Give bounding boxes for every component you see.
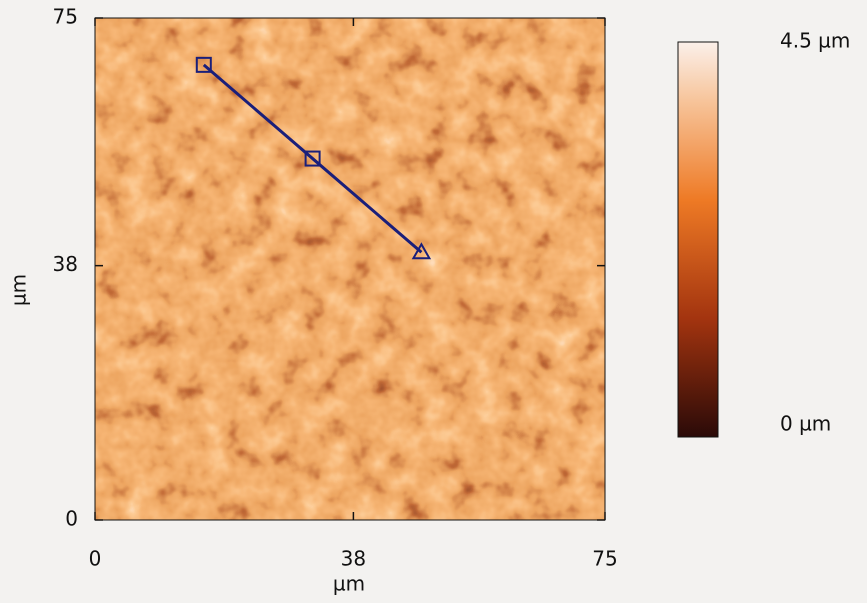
x-tick-label: 0	[89, 547, 102, 571]
y-tick-label: 0	[65, 507, 78, 531]
y-axis-label: µm	[7, 274, 31, 306]
profile-marker	[304, 150, 321, 167]
colorbar	[677, 41, 719, 438]
afm-image	[95, 18, 605, 520]
y-tick-label: 38	[53, 252, 78, 276]
x-axis-label: µm	[333, 572, 365, 596]
plot-frame	[94, 17, 606, 521]
colorbar-label: 4.5 µm	[780, 29, 850, 53]
profile-line	[202, 63, 423, 254]
y-tick-label: 75	[53, 5, 78, 29]
colorbar-label: 0 µm	[780, 412, 831, 436]
profile-marker	[195, 56, 212, 73]
x-tick-label: 75	[592, 547, 617, 571]
x-tick-label: 38	[341, 547, 366, 571]
profile-marker	[411, 242, 432, 260]
